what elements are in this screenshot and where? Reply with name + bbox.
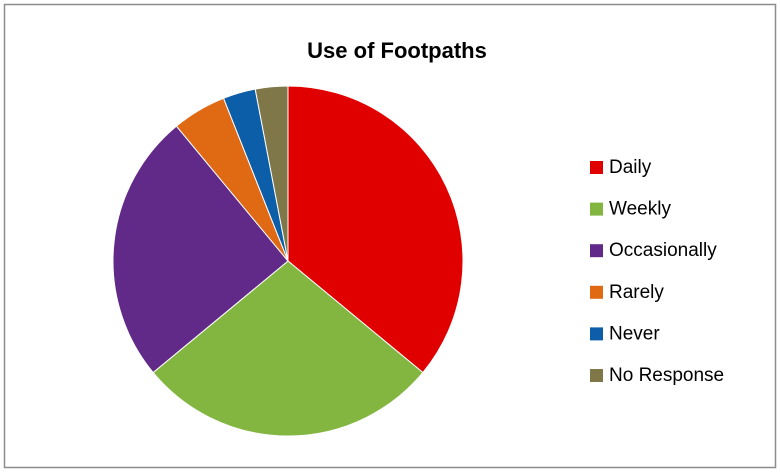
pie-slice: [112, 125, 289, 374]
legend-label: Occasionally: [609, 240, 717, 261]
pie-slice: [254, 85, 289, 262]
pie-slice: [287, 85, 464, 374]
legend-label: Daily: [609, 157, 652, 178]
chart-title: Use of Footpaths: [307, 38, 487, 63]
legend-swatch: [590, 202, 603, 216]
pie-slice: [152, 260, 424, 437]
legend-swatch: [590, 244, 603, 258]
legend-label: Rarely: [609, 282, 664, 303]
legend-swatch: [590, 327, 603, 341]
legend-label: Never: [609, 323, 660, 344]
legend-label: Weekly: [609, 199, 671, 220]
legend-swatch: [590, 161, 603, 174]
legend-swatch: [590, 369, 603, 382]
legend-label: No Response: [609, 365, 724, 386]
legend-swatch: [590, 285, 603, 299]
